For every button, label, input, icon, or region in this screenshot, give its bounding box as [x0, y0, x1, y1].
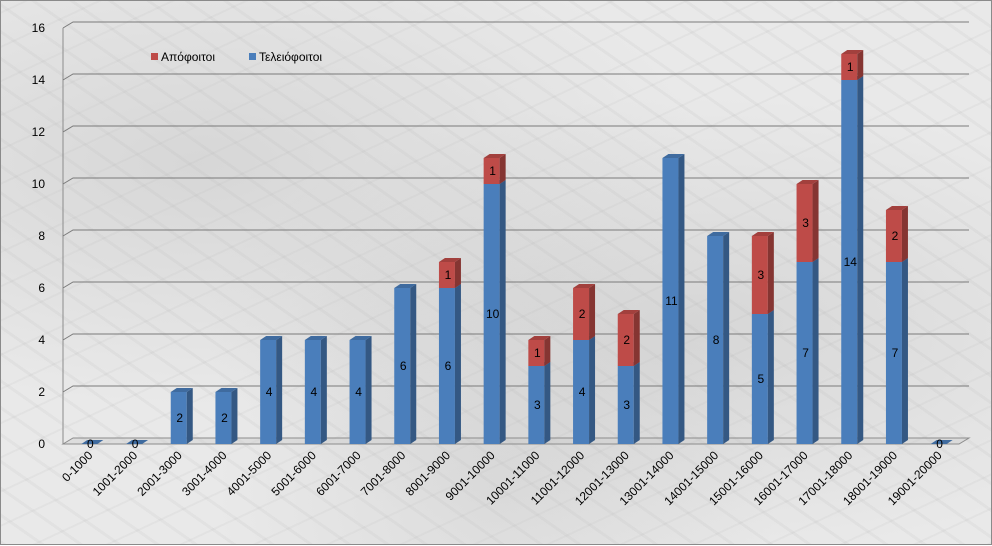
bar-side — [410, 284, 416, 444]
data-label: 0 — [87, 437, 94, 451]
bar-side — [366, 336, 372, 444]
gridline — [63, 282, 969, 288]
data-label: 1 — [489, 164, 496, 178]
data-label: 1 — [534, 346, 541, 360]
data-label: 2 — [892, 229, 899, 243]
y-tick-label: 16 — [32, 21, 46, 35]
y-tick-label: 10 — [32, 177, 46, 191]
data-label: 5 — [758, 372, 765, 386]
data-label: 4 — [311, 385, 318, 399]
data-label: 8 — [713, 333, 720, 347]
bar-side — [544, 336, 550, 366]
y-tick-label: 8 — [38, 229, 45, 243]
x-tick-label: 5001-6000 — [268, 448, 319, 499]
y-tick-label: 12 — [32, 125, 46, 139]
legend-label: Τελειόφοιτοι — [259, 50, 322, 64]
data-label: 3 — [758, 268, 765, 282]
bar-side — [634, 310, 640, 366]
bar-side — [187, 388, 193, 444]
legend-label: Απόφοιτοι — [161, 50, 215, 64]
bar-side — [857, 50, 863, 80]
bar-side — [678, 154, 684, 444]
data-label: 7 — [892, 346, 899, 360]
data-label: 1 — [847, 60, 854, 74]
data-label: 11 — [665, 294, 678, 308]
legend-swatch — [249, 53, 256, 60]
bar-side — [857, 76, 863, 444]
x-tick-label: 4001-5000 — [224, 448, 275, 499]
bar-side — [902, 206, 908, 262]
gridline — [63, 230, 969, 236]
data-label: 7 — [802, 346, 809, 360]
x-tick-label: 2001-3000 — [134, 448, 185, 499]
gridline — [63, 178, 969, 184]
bar-side — [276, 336, 282, 444]
y-tick-label: 2 — [38, 385, 45, 399]
y-tick-label: 6 — [38, 281, 45, 295]
data-label: 4 — [355, 385, 362, 399]
y-tick-label: 0 — [38, 437, 45, 451]
gridline — [63, 334, 969, 340]
legend: Απόφοιτοι Τελειόφοιτοι — [151, 50, 322, 64]
data-label: 2 — [221, 411, 228, 425]
x-tick-label: 7001-8000 — [358, 448, 409, 499]
grid-layer — [63, 22, 969, 444]
x-tick-label: 6001-7000 — [313, 448, 364, 499]
y-tick-label: 4 — [38, 333, 45, 347]
data-label: 6 — [445, 359, 452, 373]
bar-side — [455, 258, 461, 288]
gridline — [63, 74, 969, 80]
bar-side — [768, 310, 774, 444]
bar-side — [500, 154, 506, 184]
data-label: 2 — [579, 307, 586, 321]
bar-side — [321, 336, 327, 444]
bar-side — [634, 362, 640, 444]
data-label: 10 — [486, 307, 500, 321]
data-label: 3 — [802, 216, 809, 230]
data-label: 3 — [534, 398, 541, 412]
bar-side — [589, 336, 595, 444]
bar-side — [231, 388, 237, 444]
gridline — [63, 126, 969, 132]
gridline — [63, 22, 969, 28]
data-label: 4 — [579, 385, 586, 399]
data-label: 0 — [936, 437, 943, 451]
chart-floor — [63, 438, 969, 444]
x-tick-label: 1001-2000 — [90, 448, 141, 499]
y-axis: 0 2 4 6 8 10 12 14 16 — [32, 21, 46, 451]
legend-swatch — [151, 53, 158, 60]
data-label: 3 — [623, 398, 630, 412]
bar-side — [544, 362, 550, 444]
bar-side — [723, 232, 729, 444]
data-label: 6 — [400, 359, 407, 373]
bar-side — [813, 258, 819, 444]
data-label: 1 — [445, 268, 452, 282]
data-label: 14 — [844, 255, 858, 269]
x-axis-labels: 0-10001001-20002001-30003001-40004001-50… — [59, 448, 945, 508]
bar-side — [813, 180, 819, 262]
data-label: 2 — [623, 333, 630, 347]
data-label: 4 — [266, 385, 273, 399]
bar-side — [455, 284, 461, 444]
data-label: 0 — [132, 437, 139, 451]
data-label: 2 — [176, 411, 183, 425]
bar-side — [768, 232, 774, 314]
gridline — [63, 386, 969, 392]
x-tick-label: 0-1000 — [59, 448, 96, 485]
x-tick-label: 3001-4000 — [179, 448, 230, 499]
bar-side — [589, 284, 595, 340]
bar-side — [902, 258, 908, 444]
bars-layer — [81, 50, 952, 444]
y-tick-label: 14 — [32, 73, 46, 87]
bar-side — [500, 180, 506, 444]
